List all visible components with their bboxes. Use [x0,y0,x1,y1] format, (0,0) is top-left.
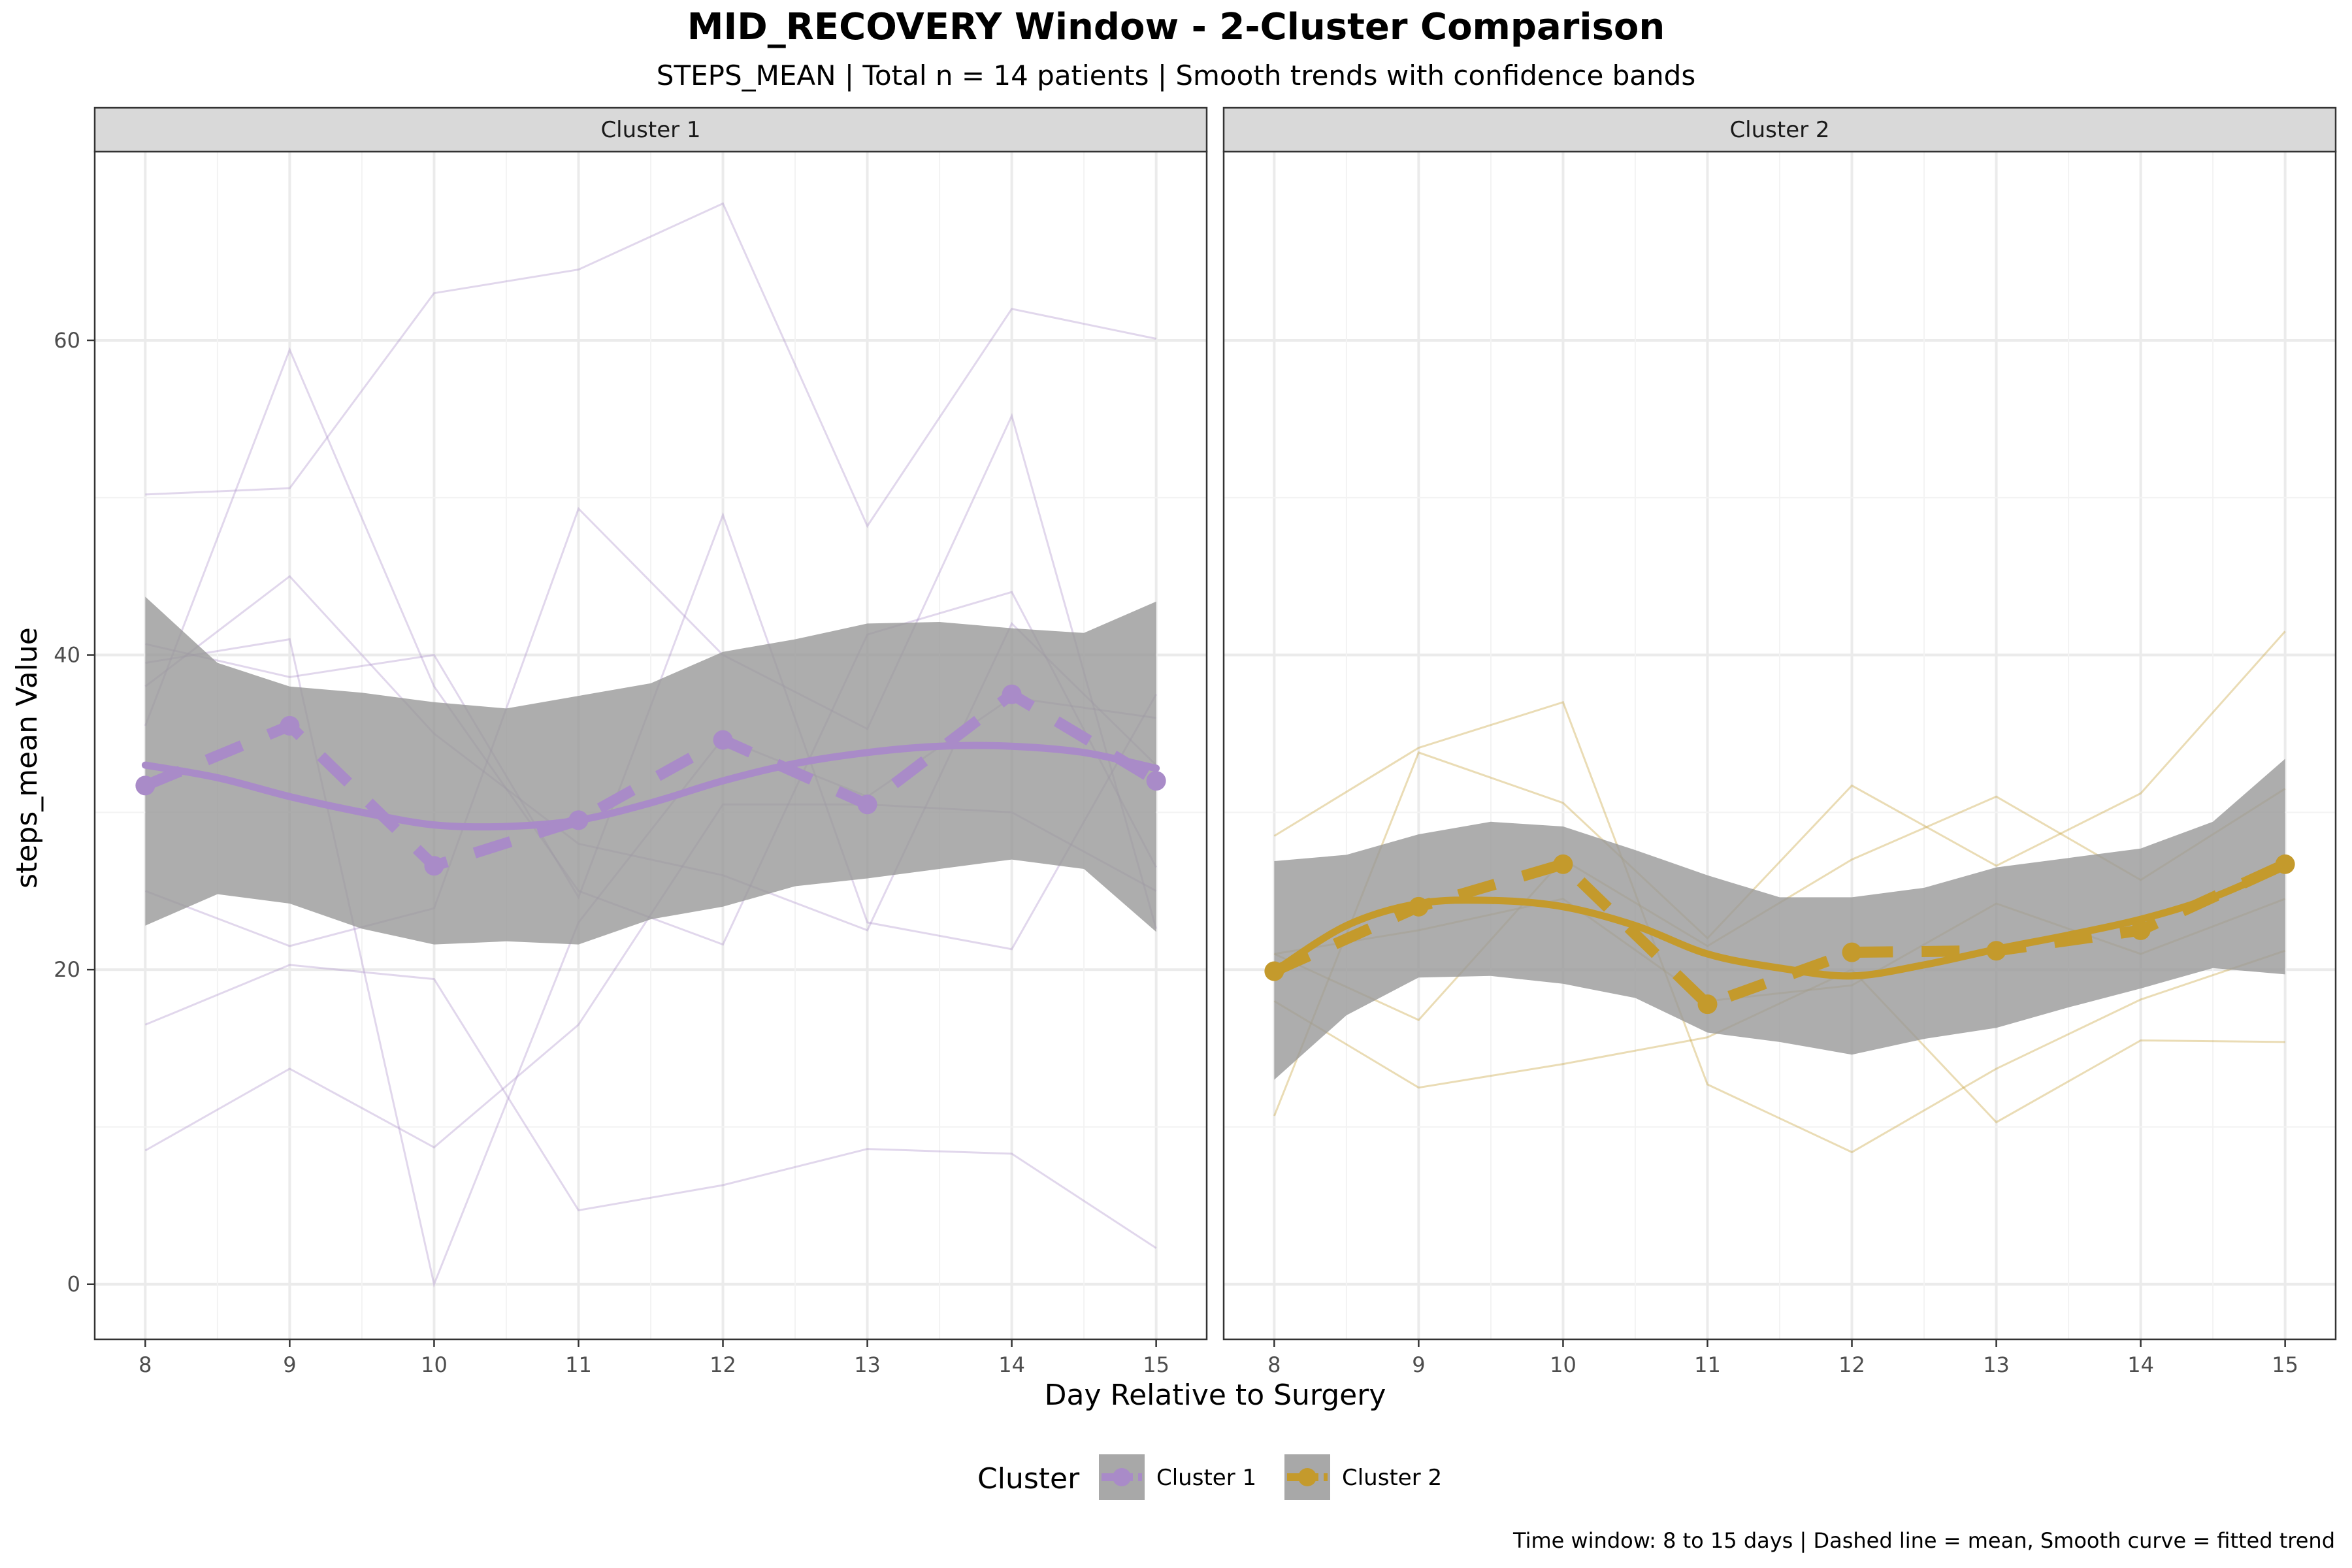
x-tick-label: 15 [2272,1352,2298,1377]
mean-point [2275,854,2295,874]
caption: Time window: 8 to 15 days | Dashed line … [1512,1528,2335,1553]
mean-point [280,715,300,736]
strip-label: Cluster 1 [600,117,700,143]
mean-point [1842,942,1862,962]
panel-1: Cluster 1 8 9 10 11 12 13 14 15 0 20 40 60 [54,106,1208,1377]
legend-key-point [1298,1468,1316,1486]
gridlines [1224,152,2336,1339]
mean-point [713,730,733,750]
mean-point [424,856,444,876]
smooth-trend-line [141,742,1160,831]
y-tick-label: 40 [54,643,80,668]
patient-line [1273,700,2286,1154]
legend-key-point [1113,1468,1131,1486]
mean-point [135,776,155,796]
chart-subtitle: STEPS_MEAN | Total n = 14 patients | Smo… [657,59,1695,91]
legend: Cluster Cluster 1 Cluster 2 [977,1454,1442,1500]
x-tick-label: 8 [139,1352,152,1377]
patient-line [145,202,1156,529]
confidence-band [145,596,1156,945]
x-tick-label: 9 [1412,1352,1425,1377]
mean-point [1553,854,1573,874]
y-axis-title: steps_mean Value [10,627,44,889]
x-tick-label: 12 [710,1352,736,1377]
strip-background [1222,106,2337,153]
panels: Cluster 1 8 9 10 11 12 13 14 15 0 20 40 60 Cluster 2 8… [54,106,2337,1377]
mean-point [1264,961,1284,981]
x-tick-label: 15 [1143,1352,1169,1377]
x-axis-title: Day Relative to Surgery [1045,1379,1386,1412]
x-tick-label: 9 [283,1352,296,1377]
x-tick-label: 14 [998,1352,1025,1377]
chart-title: MID_RECOVERY Window - 2-Cluster Comparis… [687,6,1665,48]
patient-line [1273,630,2286,1117]
mean-point [1697,994,1718,1015]
y-tick-label: 20 [54,957,80,982]
patient-line [144,413,1158,947]
confidence-band [1274,759,2285,1080]
x-tick-label: 8 [1267,1352,1281,1377]
mean-point [1986,941,2006,961]
x-tick-label: 14 [2127,1352,2154,1377]
x-tick-label: 13 [1983,1352,2010,1377]
mean-point [1002,684,1022,704]
mean-point [1409,896,1429,917]
mean-point [1146,771,1166,791]
y-tick-label: 60 [54,328,80,353]
legend-label: Cluster 1 [1156,1465,1256,1491]
legend-label: Cluster 2 [1342,1465,1442,1491]
strip-background [93,106,1208,153]
x-tick-label: 11 [1694,1352,1721,1377]
smooth-trend-line [1270,862,2289,980]
mean-point [857,794,877,815]
legend-title: Cluster [977,1462,1080,1495]
x-tick-label: 12 [1838,1352,1865,1377]
strip-label: Cluster 2 [1729,117,1829,143]
patient-line [144,964,1157,1249]
x-tick-label: 10 [1550,1352,1576,1377]
panel-2: Cluster 2 8 9 10 11 12 13 14 15 [1222,106,2337,1377]
x-tick-label: 10 [421,1352,448,1377]
x-tick-label: 13 [854,1352,881,1377]
y-tick-label: 0 [67,1272,80,1297]
mean-point [568,810,589,830]
x-tick-label: 11 [565,1352,592,1377]
mean-point [2131,920,2151,940]
